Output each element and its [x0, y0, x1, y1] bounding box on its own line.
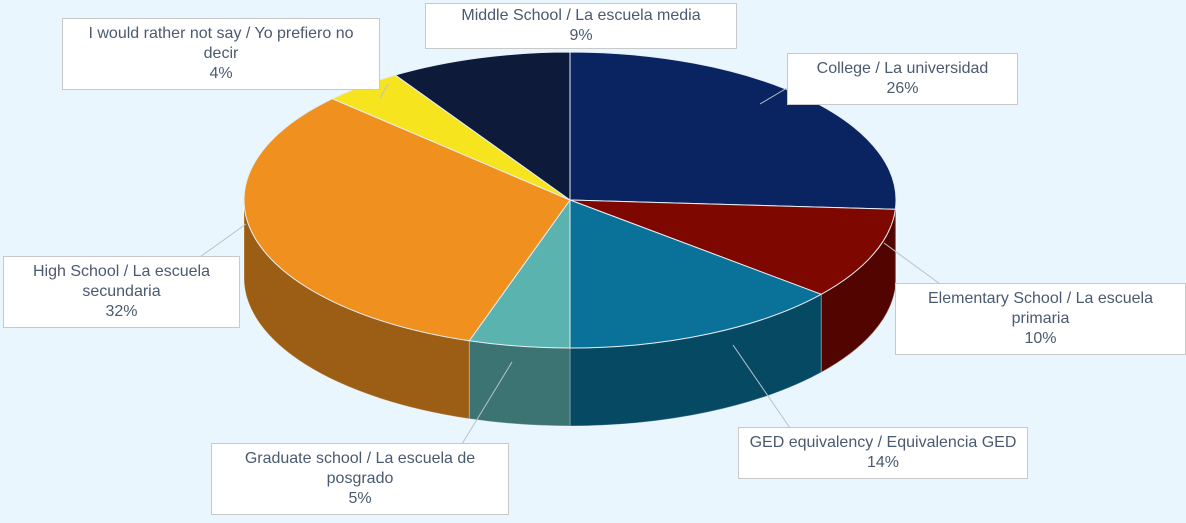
leader-line — [461, 361, 513, 445]
slice — [394, 51, 571, 201]
label-text: Middle School / La escuela media — [461, 7, 701, 24]
label-text: I would rather not say / Yo prefiero no … — [88, 25, 354, 62]
label-value: 4% — [209, 65, 233, 82]
slice — [569, 199, 823, 349]
label-value: 5% — [348, 490, 372, 507]
label-text: College / La universidad — [816, 60, 989, 77]
slice-side — [895, 200, 896, 288]
leader-line — [759, 87, 788, 105]
slice — [243, 98, 571, 342]
slice-side — [469, 340, 570, 426]
label-value: 9% — [569, 27, 593, 44]
data-label: Middle School / La escuela media 9% — [425, 3, 737, 49]
pie-sides — [243, 199, 897, 427]
leader-lines — [199, 83, 941, 445]
label-text: Graduate school / La escuela de posgrado — [244, 450, 476, 487]
data-label: GED equivalency / Equivalencia GED 14% — [738, 427, 1028, 479]
pie-top — [243, 51, 897, 349]
label-value: 14% — [866, 454, 900, 471]
label-value: 32% — [105, 303, 138, 320]
data-label: Elementary School / La escuela primaria 1… — [895, 283, 1186, 355]
label-value: 10% — [1024, 330, 1057, 347]
slice-side — [570, 294, 822, 426]
label-text: High School / La escuela secundaria — [33, 263, 210, 300]
leader-line — [199, 223, 247, 258]
data-label: High School / La escuela secundaria 32% — [3, 256, 240, 328]
data-label: Graduate school / La escuela de posgrado… — [211, 443, 509, 515]
leader-line — [883, 242, 941, 285]
slice — [569, 199, 896, 295]
leader-line — [379, 83, 389, 99]
leader-line — [732, 344, 791, 429]
label-text: GED equivalency / Equivalencia GED — [749, 434, 1017, 451]
data-label: I would rather not say / Yo prefiero no … — [62, 18, 380, 90]
slice-shade — [468, 340, 571, 427]
data-label: College / La universidad 26% — [787, 53, 1018, 105]
label-value: 26% — [886, 80, 919, 97]
slice-side — [244, 200, 470, 419]
label-text: Elementary School / La escuela primaria — [927, 290, 1153, 327]
